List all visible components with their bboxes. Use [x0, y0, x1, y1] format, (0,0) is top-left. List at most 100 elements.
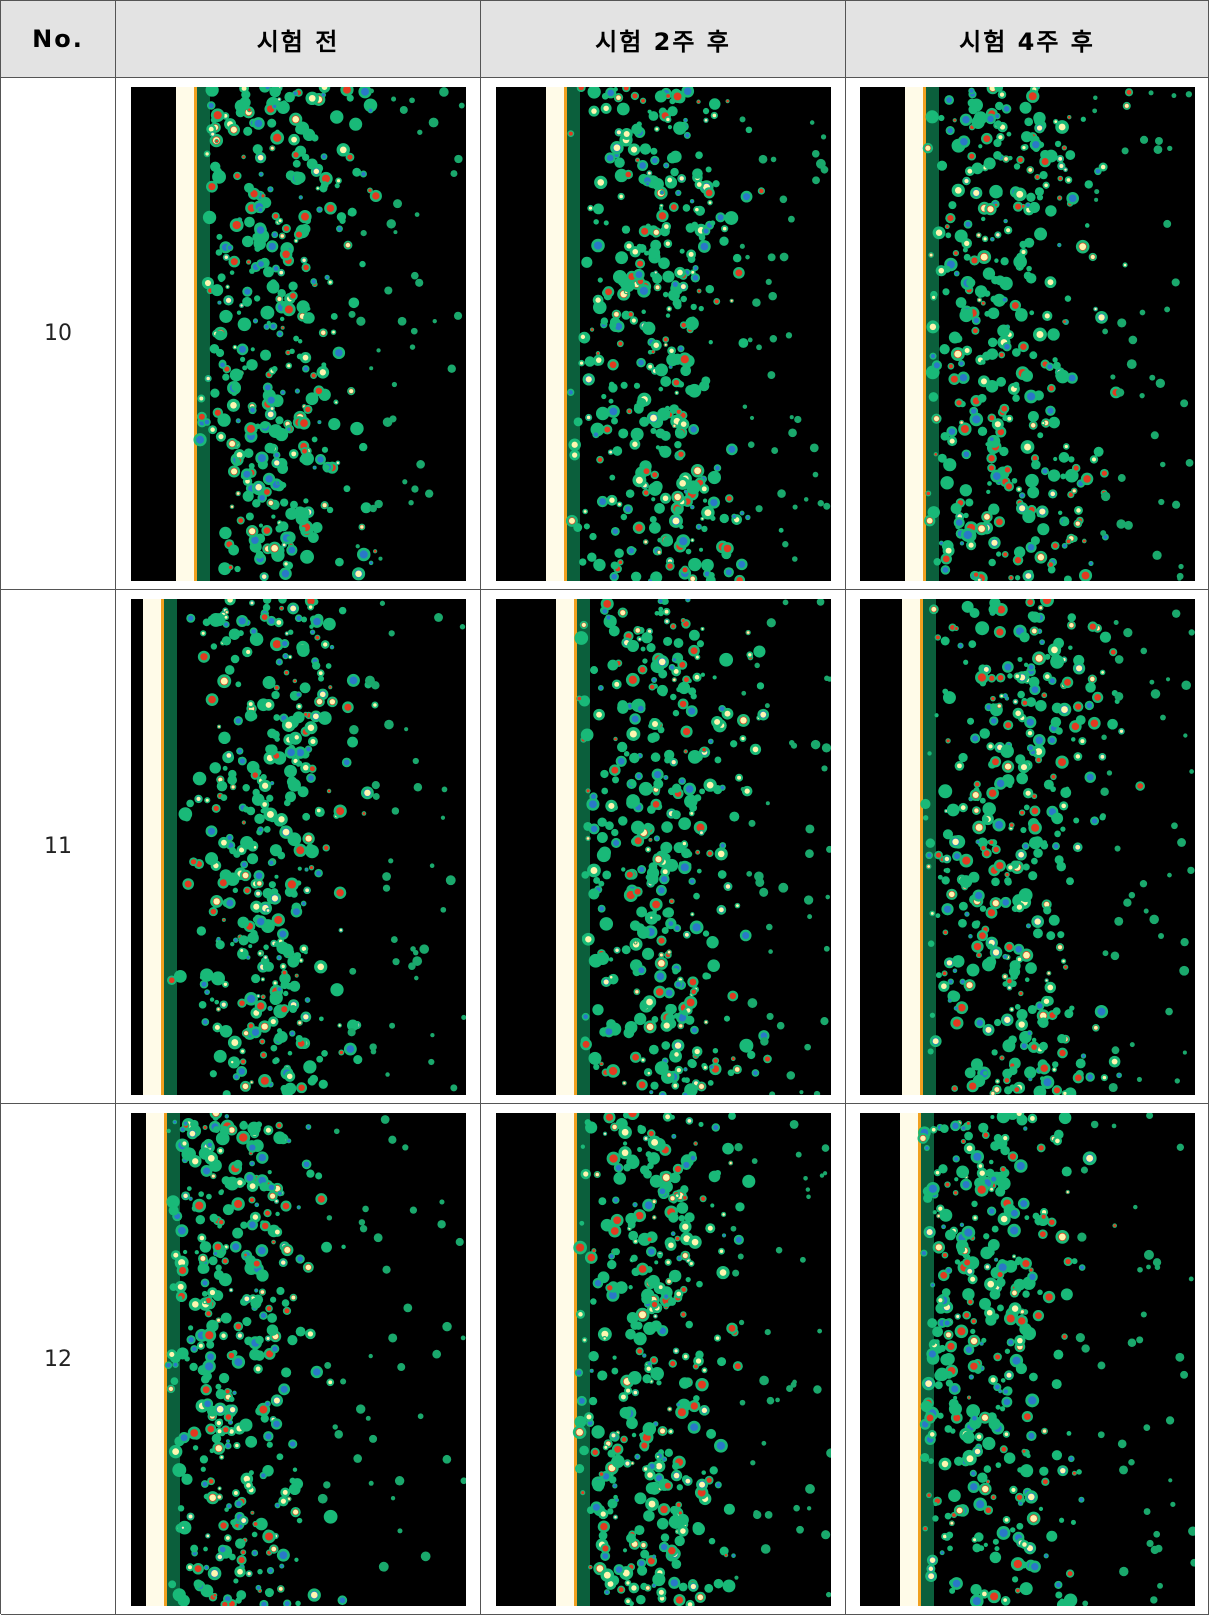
speckle: [747, 998, 757, 1008]
speckle: [948, 331, 960, 343]
speckle: [296, 880, 301, 885]
speckle-core: [249, 1221, 256, 1228]
speckle: [823, 945, 829, 951]
speckle: [940, 636, 949, 645]
speckle: [933, 557, 941, 565]
speckle-hot: [294, 239, 296, 241]
speckle-hot: [292, 115, 299, 122]
speckle-hot: [336, 461, 338, 463]
speckle-hot: [1090, 676, 1095, 681]
speckle-core: [284, 670, 287, 673]
speckle: [653, 778, 663, 788]
surface-band: [902, 599, 922, 1095]
speckle: [388, 858, 393, 863]
speckle: [302, 812, 310, 820]
speckle: [589, 532, 596, 539]
speckle-core: [987, 909, 994, 916]
speckle: [958, 918, 967, 927]
speckle: [648, 482, 662, 496]
micrograph: [860, 87, 1195, 581]
speckle-core: [202, 1280, 207, 1285]
speckle: [1110, 374, 1115, 379]
speckle-hot: [620, 610, 625, 615]
speckle-core: [946, 97, 952, 103]
speckle-hot: [635, 990, 638, 993]
speckle: [281, 1299, 289, 1307]
speckle: [1000, 257, 1008, 265]
speckle: [416, 460, 425, 469]
speckle-core: [270, 781, 273, 784]
speckle: [662, 291, 668, 297]
surface-band: [546, 87, 566, 581]
speckle: [674, 506, 681, 513]
row-number: 11: [1, 590, 116, 1104]
speckle: [1022, 509, 1035, 522]
speckle-hot: [253, 903, 259, 909]
speckle-core: [287, 427, 290, 430]
speckle: [654, 611, 659, 616]
speckle: [303, 312, 315, 324]
speckle-core: [635, 524, 642, 531]
speckle-core: [1014, 1087, 1019, 1092]
speckle-hot: [1069, 623, 1073, 627]
speckle: [311, 661, 319, 669]
speckle: [803, 895, 812, 904]
speckle-hot: [932, 1038, 938, 1044]
speckle-hot: [717, 850, 724, 857]
speckle: [335, 557, 344, 566]
speckle: [382, 417, 392, 427]
speckle-hot: [196, 796, 200, 800]
speckle: [384, 719, 394, 729]
speckle: [1126, 359, 1136, 369]
speckle: [1167, 872, 1172, 877]
speckle: [1163, 219, 1171, 227]
speckle: [975, 621, 989, 635]
speckle: [938, 784, 952, 798]
speckle: [1189, 769, 1194, 774]
speckle-core: [989, 675, 994, 680]
speckle: [1052, 357, 1057, 362]
speckle-hot: [714, 718, 720, 724]
speckle-hot: [1034, 918, 1040, 924]
speckle: [1101, 734, 1106, 739]
speckle-core: [667, 563, 673, 569]
speckle-core: [599, 498, 606, 505]
speckle-hot: [216, 1420, 220, 1424]
speckle-hot: [658, 658, 665, 665]
speckle: [322, 617, 335, 630]
speckle-core: [261, 1473, 265, 1477]
speckle: [609, 322, 616, 329]
speckle-hot: [1062, 959, 1065, 962]
speckle: [218, 1273, 231, 1286]
speckle-core: [368, 108, 372, 112]
speckle: [943, 458, 956, 471]
speckle-core: [989, 437, 993, 441]
speckle: [209, 997, 213, 1001]
speckle-core: [681, 618, 684, 621]
speckle-core: [593, 432, 597, 436]
speckle-core: [948, 999, 951, 1002]
speckle-core: [232, 220, 240, 228]
speckle: [429, 863, 434, 868]
speckle-core: [948, 979, 952, 983]
speckle-hot: [328, 1380, 332, 1384]
speckle: [1009, 1038, 1013, 1042]
speckle-hot: [270, 407, 273, 410]
speckle: [639, 143, 650, 154]
speckle-core: [590, 825, 597, 832]
speckle-core: [362, 812, 365, 815]
speckle: [330, 110, 343, 123]
speckle-core: [589, 800, 597, 808]
speckle-hot: [704, 118, 707, 121]
speckle: [658, 606, 663, 611]
speckle-hot: [609, 450, 612, 453]
speckle-hot: [1063, 1091, 1066, 1094]
speckle: [1047, 469, 1059, 481]
speckle: [942, 288, 949, 295]
speckle-core: [683, 677, 688, 682]
speckle: [1021, 131, 1032, 142]
speckle: [809, 443, 818, 452]
speckle: [693, 892, 700, 899]
speckle-hot: [265, 701, 271, 707]
speckle-hot: [992, 900, 998, 906]
